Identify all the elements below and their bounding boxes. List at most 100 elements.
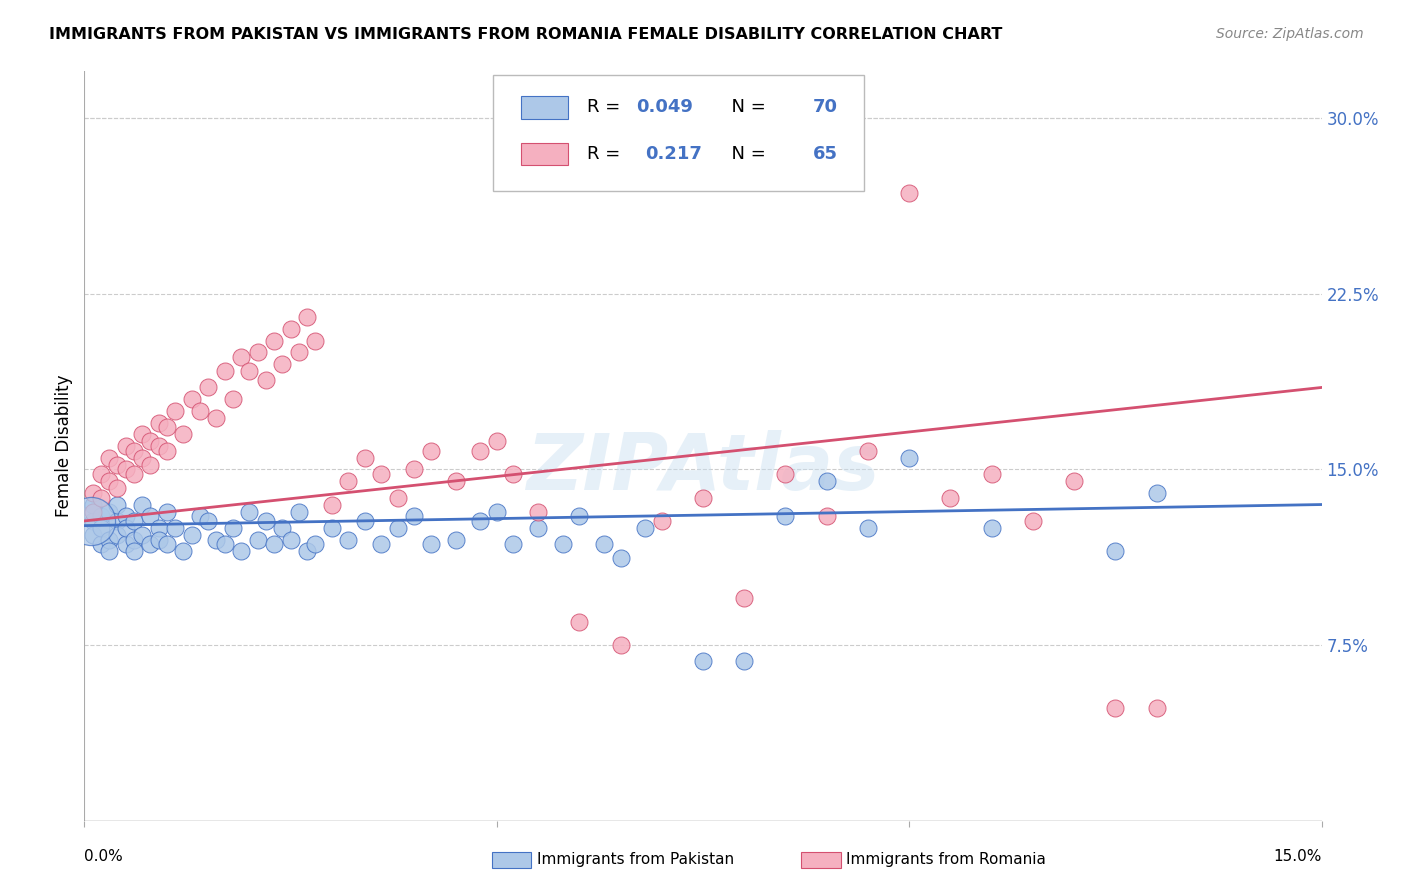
Point — [80, 514, 103, 528]
Point — [470, 514, 492, 528]
Point — [254, 514, 277, 528]
Point — [98, 544, 121, 558]
Text: N =: N = — [720, 98, 772, 116]
Point — [1104, 701, 1126, 715]
Point — [404, 462, 426, 476]
Point — [197, 514, 219, 528]
Point — [271, 521, 294, 535]
Text: Source: ZipAtlas.com: Source: ZipAtlas.com — [1216, 27, 1364, 41]
Point — [246, 533, 269, 547]
Point — [288, 505, 311, 519]
Point — [82, 505, 104, 519]
Point — [271, 357, 294, 371]
Text: N =: N = — [720, 145, 772, 162]
Point — [527, 521, 550, 535]
Text: 0.0%: 0.0% — [84, 849, 124, 863]
Point — [180, 392, 202, 407]
Y-axis label: Female Disability: Female Disability — [55, 375, 73, 517]
Point — [148, 533, 170, 547]
Point — [105, 514, 128, 528]
Point — [122, 533, 145, 547]
Point — [122, 467, 145, 482]
Point — [165, 521, 187, 535]
Point — [105, 481, 128, 495]
Point — [254, 374, 277, 388]
Point — [485, 505, 508, 519]
Point — [1104, 544, 1126, 558]
Text: Immigrants from Pakistan: Immigrants from Pakistan — [537, 853, 734, 867]
Point — [419, 443, 441, 458]
Point — [105, 528, 128, 542]
Point — [609, 551, 631, 566]
Text: 65: 65 — [813, 145, 838, 162]
Point — [139, 458, 162, 472]
Point — [419, 537, 441, 551]
Point — [214, 537, 236, 551]
Point — [165, 404, 187, 418]
Point — [105, 458, 128, 472]
Text: R =: R = — [586, 98, 626, 116]
Bar — [522, 96, 568, 119]
Point — [733, 591, 755, 606]
Point — [733, 655, 755, 669]
Point — [444, 533, 467, 547]
Point — [304, 334, 326, 348]
Point — [229, 544, 252, 558]
Point — [856, 443, 879, 458]
Point — [98, 474, 121, 488]
Point — [1022, 514, 1045, 528]
Point — [1063, 474, 1085, 488]
Point — [470, 443, 492, 458]
Text: IMMIGRANTS FROM PAKISTAN VS IMMIGRANTS FROM ROMANIA FEMALE DISABILITY CORRELATIO: IMMIGRANTS FROM PAKISTAN VS IMMIGRANTS F… — [49, 27, 1002, 42]
Point — [90, 521, 112, 535]
Point — [222, 392, 245, 407]
Point — [815, 474, 838, 488]
Point — [692, 655, 714, 669]
Point — [156, 537, 179, 551]
Point — [775, 467, 797, 482]
Point — [321, 498, 343, 512]
Point — [527, 505, 550, 519]
Point — [263, 334, 285, 348]
Point — [156, 505, 179, 519]
Point — [105, 498, 128, 512]
Point — [295, 310, 318, 325]
Point — [172, 544, 194, 558]
Point — [444, 474, 467, 488]
Point — [502, 467, 524, 482]
Point — [692, 491, 714, 505]
Point — [114, 521, 136, 535]
Point — [337, 533, 360, 547]
Point — [214, 364, 236, 378]
Point — [131, 528, 153, 542]
Point — [485, 434, 508, 449]
Point — [90, 509, 112, 524]
Text: 15.0%: 15.0% — [1274, 849, 1322, 863]
Point — [82, 514, 104, 528]
Point — [370, 537, 392, 551]
Point — [188, 509, 211, 524]
Point — [122, 514, 145, 528]
Point — [898, 186, 921, 200]
Point — [148, 521, 170, 535]
Point — [238, 505, 260, 519]
Text: 0.049: 0.049 — [636, 98, 693, 116]
Point — [263, 537, 285, 551]
Point — [122, 544, 145, 558]
Point — [122, 443, 145, 458]
Point — [197, 380, 219, 394]
Point — [131, 450, 153, 465]
Bar — [522, 143, 568, 165]
Point — [815, 509, 838, 524]
Point — [939, 491, 962, 505]
Point — [387, 491, 409, 505]
Point — [337, 474, 360, 488]
Point — [222, 521, 245, 535]
Point — [321, 521, 343, 535]
Point — [568, 509, 591, 524]
Point — [856, 521, 879, 535]
Point — [1146, 701, 1168, 715]
Point — [775, 509, 797, 524]
Point — [288, 345, 311, 359]
Point — [387, 521, 409, 535]
